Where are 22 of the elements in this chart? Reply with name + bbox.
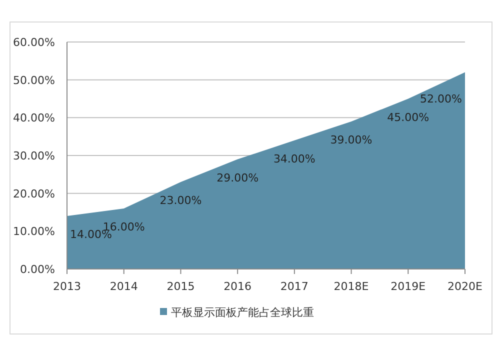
text: 45.00%: [387, 110, 430, 124]
text: 39.00%: [330, 133, 372, 146]
legend-label: 平板显示面板产能占全球比重: [171, 306, 314, 319]
text: 29.00%: [216, 171, 259, 184]
y-tick-label: 20.00%: [13, 187, 55, 200]
x-tick-label: 2020E: [448, 280, 483, 293]
x-tick-label: 2019E: [390, 280, 426, 293]
y-tick-label: 10.00%: [13, 225, 55, 238]
y-tick-label: 40.00%: [13, 112, 55, 125]
y-tick-label: 50.00%: [13, 74, 55, 87]
y-tick-label: 60.00%: [13, 36, 55, 49]
x-tick-label: 2014: [110, 280, 138, 293]
x-tick-label: 2016: [224, 280, 252, 293]
text: 52.00%: [420, 92, 462, 106]
x-tick-label: 2013: [53, 280, 81, 293]
text: 23.00%: [160, 194, 202, 207]
x-tick-label: 2015: [166, 280, 195, 293]
x-tick-label: 2018E: [334, 280, 369, 293]
y-tick-label: 0.00%: [20, 263, 55, 276]
text: 34.00%: [273, 152, 316, 166]
y-tick-label: 30.00%: [13, 150, 55, 162]
x-tick-label: 2017: [280, 280, 308, 293]
